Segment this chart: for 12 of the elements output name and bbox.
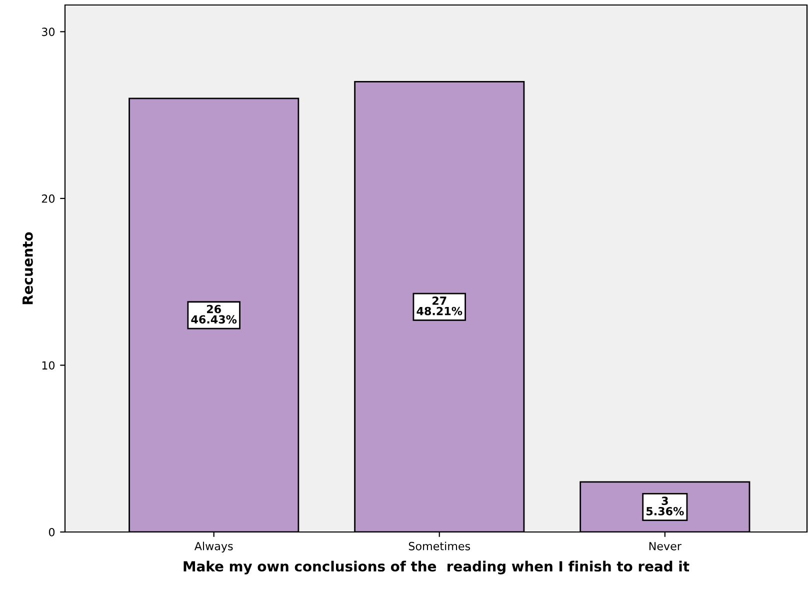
data-label: 26 46.43%	[191, 304, 237, 324]
x-tick-label: Never	[649, 542, 682, 550]
y-tick-label: 10	[42, 361, 55, 370]
x-tick-label: Sometimes	[408, 542, 470, 550]
y-tick-label: 30	[42, 28, 55, 36]
data-label: 27 48.21%	[416, 296, 462, 316]
x-tick-label: Always	[194, 542, 233, 552]
y-axis-title: Recuento	[22, 232, 33, 304]
x-axis-title: Make my own conclusions of the reading when I finish to read it	[184, 560, 690, 574]
y-tick-label: 0	[48, 528, 55, 536]
data-label: 3 5.36%	[646, 496, 684, 516]
y-tick-label: 20	[42, 194, 55, 203]
